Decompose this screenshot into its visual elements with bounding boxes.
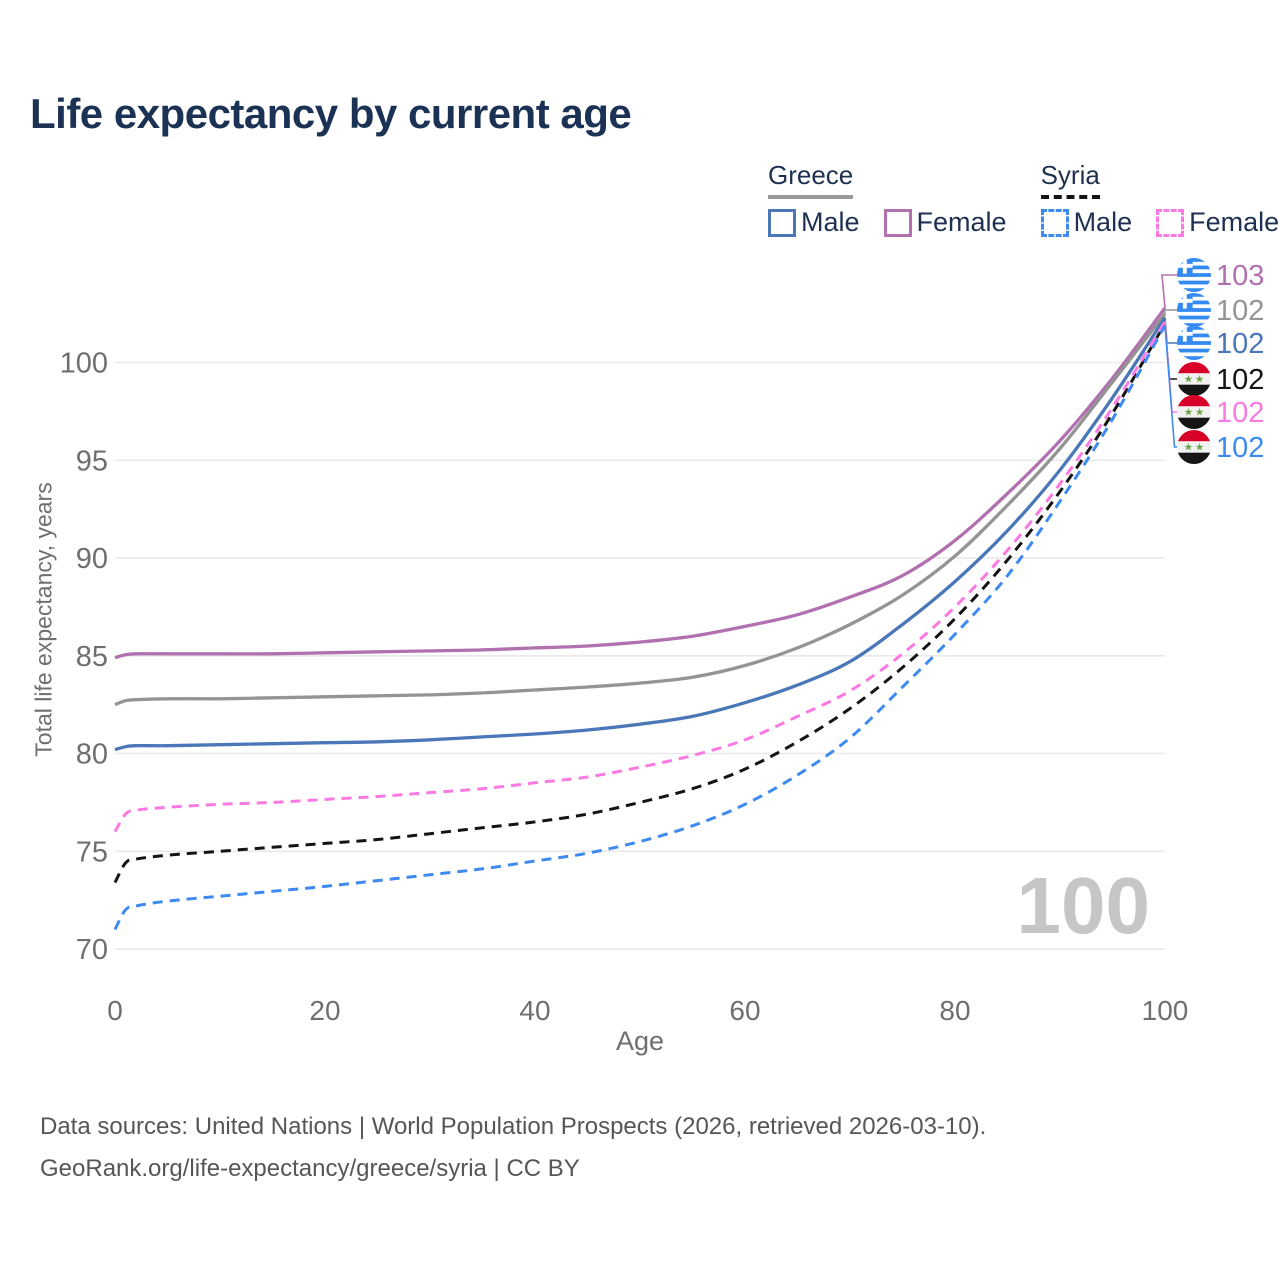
- attribution-line: GeoRank.org/life-expectancy/greece/syria…: [40, 1155, 580, 1182]
- end-value-label-syria-male: 102: [1216, 432, 1264, 464]
- greece-flag-icon: [1177, 258, 1211, 292]
- legend: Greece Male Female Syria Male: [768, 160, 1279, 238]
- x-tick-label: 40: [519, 995, 550, 1026]
- legend-item-syria-male[interactable]: Male: [1040, 207, 1133, 238]
- series-line-greece-all: [114, 312, 1167, 707]
- series-line-greece-female: [114, 306, 1167, 660]
- x-tick-label: 60: [729, 995, 760, 1026]
- svg-text:★: ★: [1184, 374, 1193, 386]
- legend-group-syria: Syria Male Female: [1040, 160, 1279, 238]
- end-value-label-syria-all: 102: [1216, 364, 1264, 396]
- x-tick-label: 0: [107, 995, 123, 1026]
- end-value-label-greece-all: 102: [1216, 295, 1264, 327]
- y-tick-label: 90: [76, 543, 108, 575]
- leader-line-syria-female: [1164, 321, 1177, 413]
- legend-label-syria-female: Female: [1189, 207, 1280, 237]
- leader-line-greece-male: [1164, 317, 1177, 344]
- y-tick-label: 95: [76, 445, 108, 477]
- legend-label-greece-female: Female: [916, 207, 1007, 237]
- greece-male-swatch-icon: [768, 208, 796, 237]
- svg-text:★: ★: [1195, 407, 1204, 419]
- series-line-syria-female: [113, 320, 1167, 833]
- y-tick-label: 85: [76, 641, 108, 673]
- syria-male-swatch-icon: [1040, 208, 1069, 237]
- legend-group-greece: Greece Male Female: [768, 160, 1007, 238]
- legend-item-greece-female[interactable]: Female: [883, 207, 1007, 238]
- legend-country-syria: Syria: [1040, 160, 1100, 199]
- y-tick-label: 100: [60, 348, 108, 380]
- greece-flag-icon: [1177, 293, 1211, 327]
- end-value-label-greece-female: 103: [1216, 260, 1264, 292]
- syria-flag-icon: ★ ★: [1177, 395, 1211, 429]
- x-axis-title: Age: [615, 1026, 665, 1056]
- y-tick-label: 70: [76, 934, 108, 966]
- legend-item-syria-female[interactable]: Female: [1156, 207, 1279, 238]
- y-tick-label: 80: [76, 739, 108, 771]
- legend-label-greece-male: Male: [801, 207, 860, 237]
- leader-line-syria-all: [1164, 323, 1177, 380]
- leader-line-greece-female: [1161, 274, 1177, 308]
- end-value-label-greece-male: 102: [1216, 328, 1264, 360]
- leader-line-greece-all: [1163, 309, 1177, 314]
- x-tick-label: 100: [1142, 995, 1189, 1026]
- chart-title: Life expectancy by current age: [30, 90, 632, 137]
- series-line-syria-all: [113, 322, 1167, 884]
- y-axis-title: Total life expectancy, years: [30, 482, 57, 757]
- x-tick-label: 80: [939, 995, 970, 1026]
- svg-text:★: ★: [1184, 407, 1193, 419]
- svg-text:★: ★: [1195, 374, 1204, 386]
- series-line-syria-male: [113, 324, 1167, 931]
- end-value-label-syria-female: 102: [1216, 397, 1264, 429]
- leader-line-syria-male: [1164, 325, 1177, 448]
- y-tick-label: 75: [76, 836, 108, 868]
- data-sources-line: Data sources: United Nations | World Pop…: [40, 1113, 987, 1140]
- svg-text:★: ★: [1184, 442, 1193, 454]
- footer: Data sources: United Nations | World Pop…: [40, 1106, 986, 1190]
- x-tick-label: 20: [309, 995, 340, 1026]
- legend-item-greece-male[interactable]: Male: [768, 207, 860, 238]
- syria-flag-icon: ★ ★: [1177, 362, 1211, 396]
- legend-label-syria-male: Male: [1073, 207, 1133, 237]
- legend-country-greece: Greece: [768, 160, 854, 199]
- syria-flag-icon: ★ ★: [1177, 430, 1211, 464]
- greece-female-swatch-icon: [883, 208, 912, 237]
- age-counter-watermark: 100: [1016, 861, 1150, 950]
- syria-female-swatch-icon: [1156, 208, 1185, 237]
- svg-text:★: ★: [1195, 442, 1204, 454]
- greece-flag-icon: [1177, 326, 1211, 360]
- series-line-greece-male: [114, 316, 1167, 752]
